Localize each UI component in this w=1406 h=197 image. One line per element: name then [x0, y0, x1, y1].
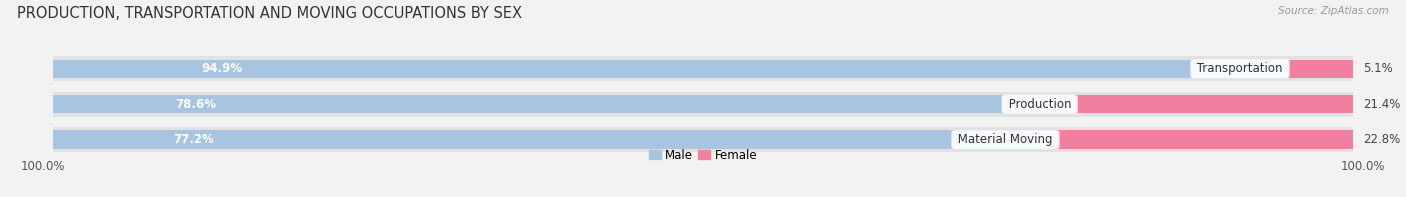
Text: 21.4%: 21.4%: [1364, 98, 1400, 111]
Bar: [1286, 60, 1353, 78]
Bar: [53, 127, 1353, 152]
Bar: [53, 60, 1286, 78]
Bar: [53, 95, 1074, 113]
Text: Material Moving: Material Moving: [955, 133, 1056, 146]
Bar: [1074, 95, 1353, 113]
Text: 94.9%: 94.9%: [201, 62, 242, 75]
Text: 5.1%: 5.1%: [1364, 62, 1393, 75]
Bar: [53, 130, 1056, 149]
Text: 78.6%: 78.6%: [176, 98, 217, 111]
Text: Source: ZipAtlas.com: Source: ZipAtlas.com: [1278, 6, 1389, 16]
Legend: Male, Female: Male, Female: [648, 149, 758, 162]
Text: PRODUCTION, TRANSPORTATION AND MOVING OCCUPATIONS BY SEX: PRODUCTION, TRANSPORTATION AND MOVING OC…: [17, 6, 522, 21]
Text: 77.2%: 77.2%: [173, 133, 214, 146]
Text: Production: Production: [1004, 98, 1074, 111]
Text: 22.8%: 22.8%: [1364, 133, 1400, 146]
Bar: [53, 92, 1353, 117]
Text: 100.0%: 100.0%: [1341, 160, 1385, 173]
Text: Transportation: Transportation: [1194, 62, 1286, 75]
Text: 100.0%: 100.0%: [21, 160, 65, 173]
Bar: [53, 56, 1353, 81]
Bar: [1056, 130, 1353, 149]
